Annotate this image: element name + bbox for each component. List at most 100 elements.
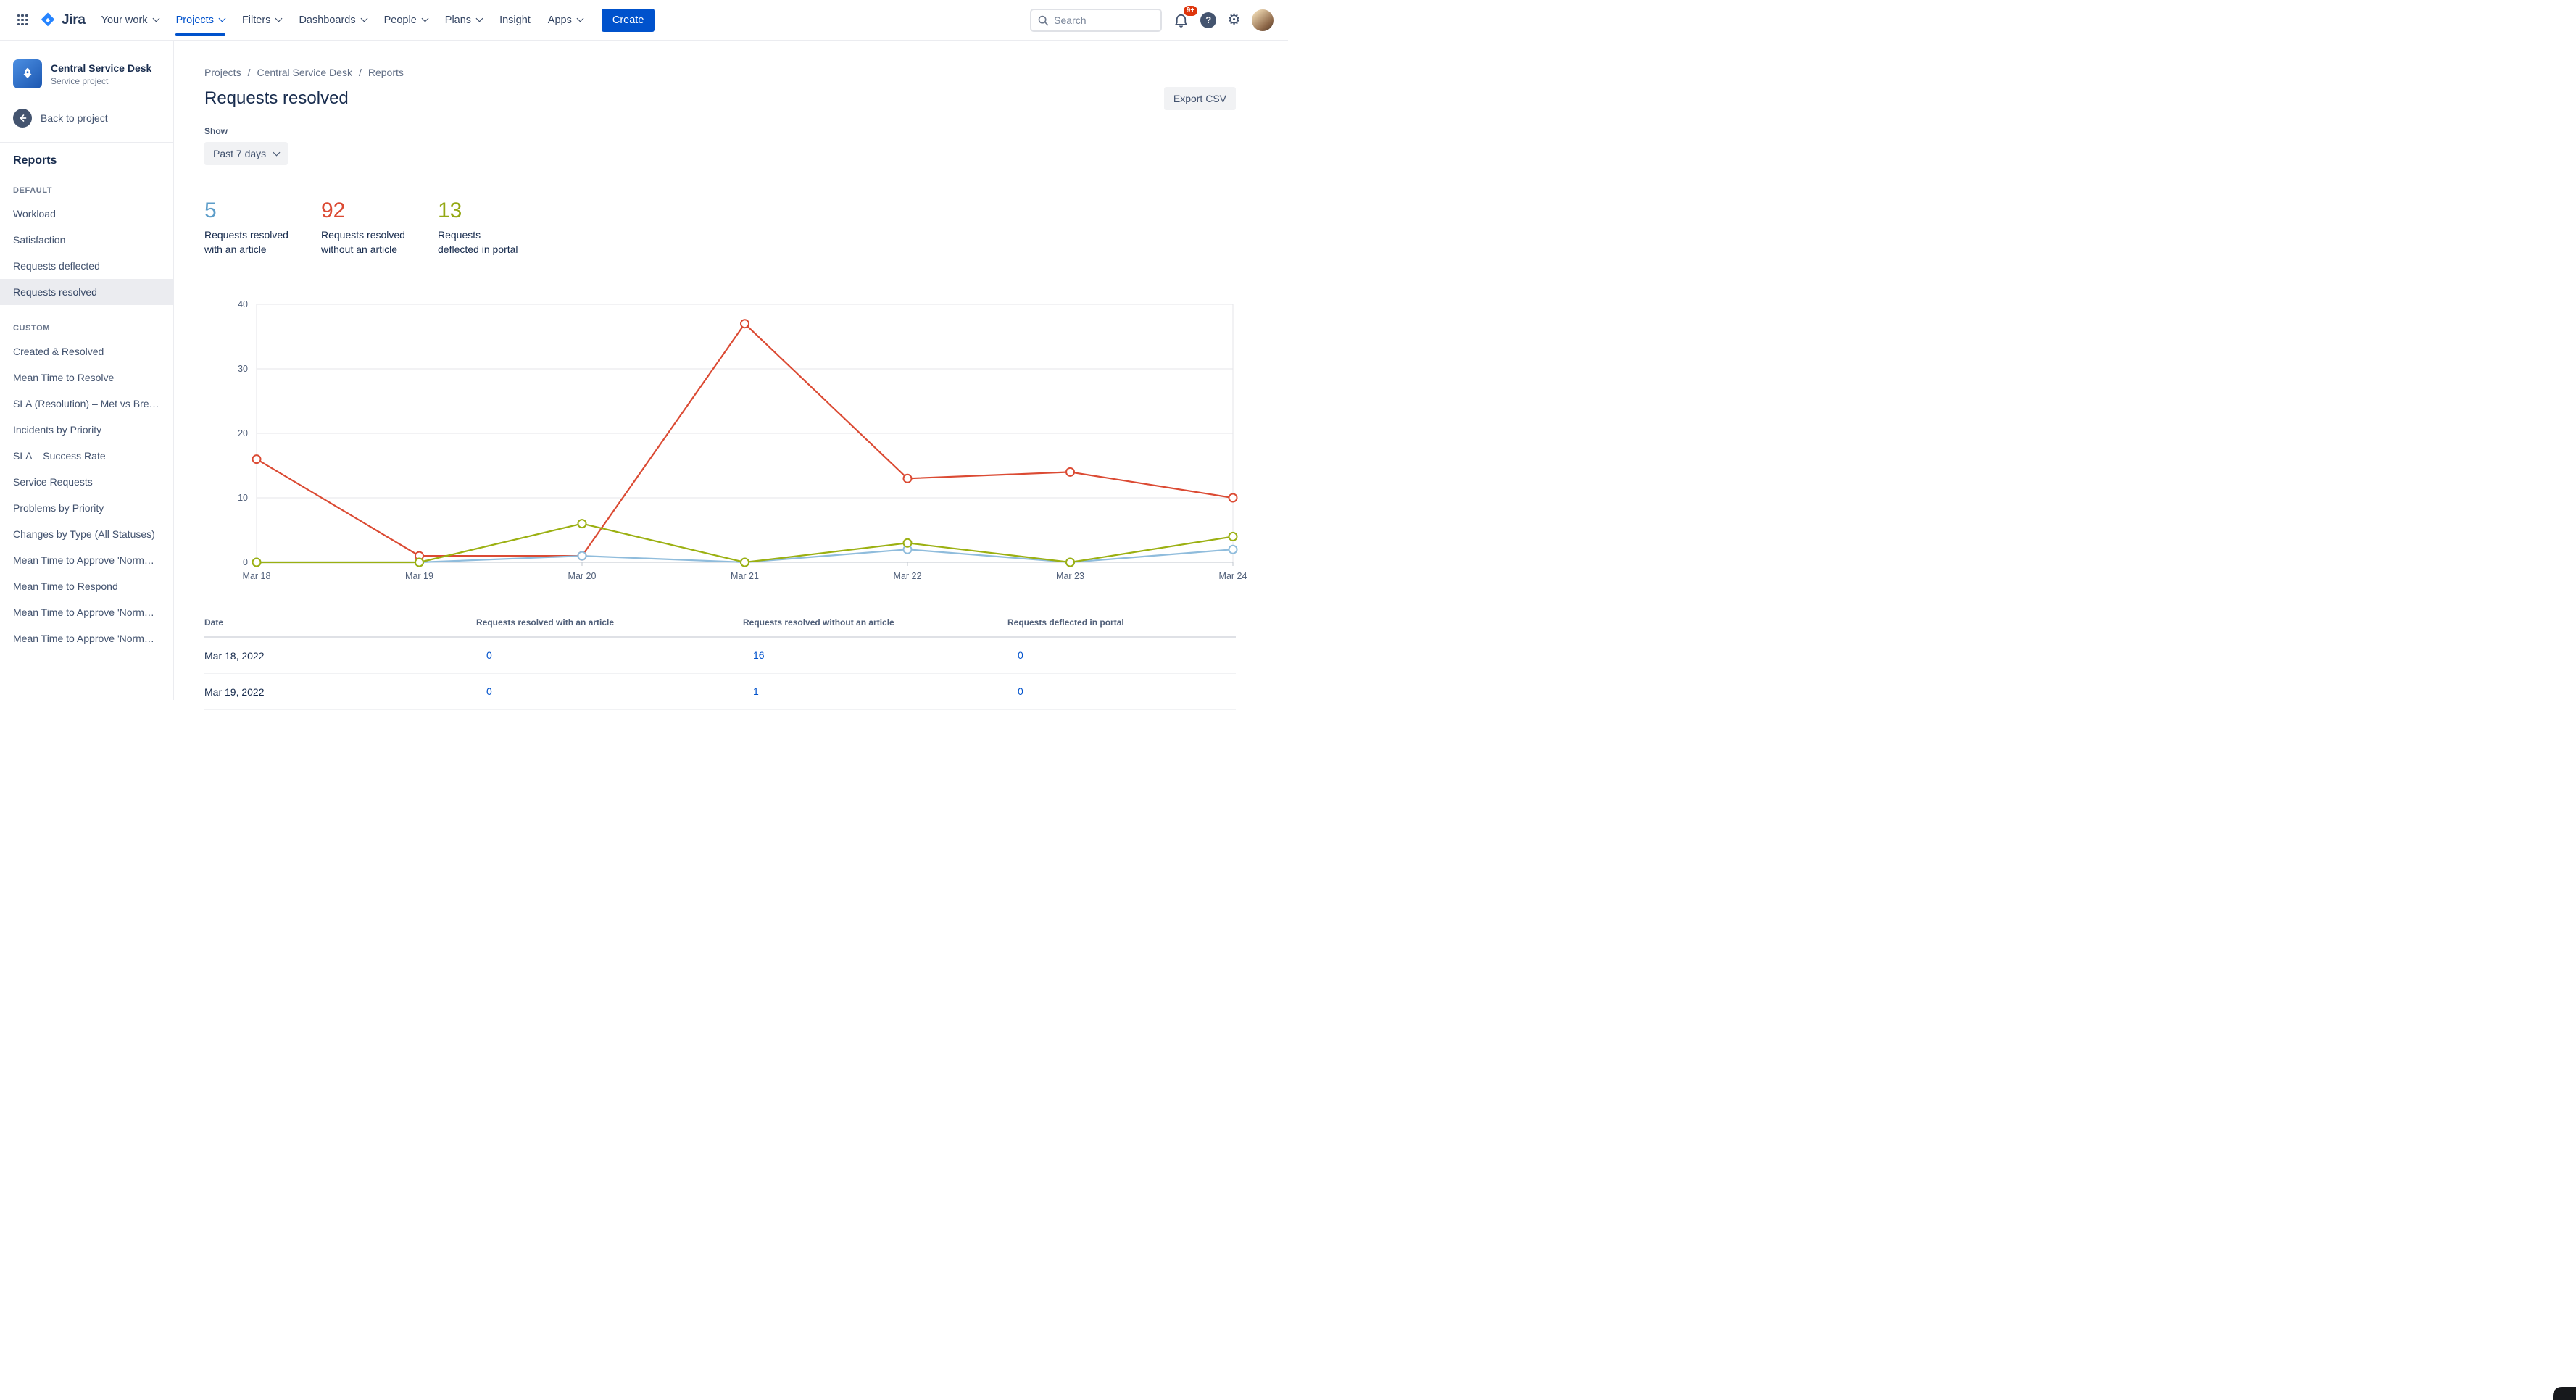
nav-item-apps[interactable]: Apps — [541, 10, 590, 30]
stat-requests-deflected-in-portal: 13 Requests deflected in portal — [438, 199, 554, 257]
x-axis-label: Mar 22 — [894, 571, 922, 581]
sidebar-item-incidents-by-priority[interactable]: Incidents by Priority — [13, 424, 102, 436]
main-content: Projects / Central Service Desk / Reports Re… — [174, 41, 1288, 710]
sidebar-item-mean-time-to-approve-norm[interactable]: Mean Time to Approve 'Norm… — [13, 607, 154, 618]
create-button[interactable]: Create — [601, 8, 655, 32]
period-dropdown[interactable]: Past 7 days — [204, 142, 288, 165]
notifications-button[interactable]: 9+ — [1173, 6, 1198, 28]
back-to-project[interactable]: Back to project — [0, 104, 173, 132]
search-box[interactable] — [1030, 8, 1163, 32]
table-value-link[interactable]: 0 — [486, 649, 492, 661]
table-value-link[interactable]: 16 — [753, 649, 765, 661]
results-table: Date Requests resolved with an article Req… — [204, 609, 1236, 710]
app-switcher-icon[interactable] — [10, 8, 35, 33]
chevron-down-icon — [576, 14, 584, 22]
nav-item-label: People — [383, 14, 417, 26]
sidebar-item-satisfaction[interactable]: Satisfaction — [13, 234, 66, 246]
y-axis-label: 10 — [238, 493, 248, 503]
jira-logo[interactable]: Jira — [35, 12, 94, 29]
chevron-down-icon — [218, 14, 226, 22]
table-cell-value: 0 — [476, 686, 743, 699]
nav-item-your-work[interactable]: Your work — [94, 10, 166, 30]
data-point-requests-deflected-in-portal[interactable] — [740, 557, 749, 567]
chevron-down-icon — [152, 14, 160, 22]
stat-requests-resolved-without-an-article: 92 Requests resolved without an article — [321, 199, 438, 257]
table-header-row: Date Requests resolved with an article Req… — [204, 609, 1236, 638]
data-point-requests-deflected-in-portal[interactable] — [252, 557, 262, 567]
chevron-down-icon — [360, 14, 368, 22]
sidebar-item-workload[interactable]: Workload — [13, 208, 56, 220]
table-header-date: Date — [204, 617, 224, 628]
data-point-requests-deflected-in-portal[interactable] — [902, 538, 913, 548]
data-point-requests-deflected-in-portal[interactable] — [1228, 531, 1238, 541]
table-value-link[interactable]: 0 — [1018, 685, 1023, 697]
project-header: Central Service Desk Service project — [0, 59, 173, 88]
sidebar-item-requests-deflected[interactable]: Requests deflected — [13, 260, 100, 272]
data-point-requests-deflected-in-portal[interactable] — [415, 557, 424, 567]
table-value-link[interactable]: 0 — [1018, 649, 1023, 661]
sidebar-item-changes-by-type-all-statuses[interactable]: Changes by Type (All Statuses) — [13, 528, 155, 540]
nav-item-label: Apps — [547, 14, 572, 26]
data-point-requests-resolved-with-an-article[interactable] — [1228, 544, 1238, 554]
data-point-requests-resolved-without-an-article[interactable] — [1228, 493, 1238, 503]
search-input[interactable] — [1054, 14, 1155, 26]
sidebar-item-service-requests[interactable]: Service Requests — [13, 476, 93, 488]
nav-item-people[interactable]: People — [377, 10, 435, 30]
table-row: Mar 18, 2022 0 16 0 — [204, 638, 1236, 674]
data-point-requests-resolved-without-an-article[interactable] — [252, 454, 262, 464]
sidebar-item-mean-time-to-approve-norm[interactable]: Mean Time to Approve 'Norm… — [13, 633, 154, 644]
breadcrumb-item-central-service-desk[interactable]: Central Service Desk — [257, 67, 352, 78]
sidebar-item-requests-resolved[interactable]: Requests resolved — [0, 279, 173, 305]
nav-item-projects[interactable]: Projects — [169, 10, 232, 36]
gear-icon[interactable]: ⚙ — [1227, 12, 1241, 28]
export-csv-button[interactable]: Export CSV — [1163, 87, 1236, 110]
nav-item-filters[interactable]: Filters — [235, 10, 288, 30]
chevron-down-icon — [475, 14, 483, 22]
table-cell-value: 1 — [743, 686, 1007, 699]
y-axis-label: 20 — [238, 428, 248, 438]
nav-item-dashboards[interactable]: Dashboards — [291, 10, 373, 30]
nav-item-label: Insight — [499, 14, 531, 26]
grid-icon — [17, 14, 28, 25]
stat-label: Requests resolved without an article — [321, 229, 405, 255]
data-point-requests-deflected-in-portal[interactable] — [1065, 557, 1075, 567]
data-point-requests-deflected-in-portal[interactable] — [577, 519, 587, 529]
x-axis-label: Mar 20 — [568, 571, 597, 581]
table-cell-date: Mar 19, 2022 — [204, 686, 265, 698]
sidebar-item-problems-by-priority[interactable]: Problems by Priority — [13, 502, 104, 514]
nav-item-plans[interactable]: Plans — [438, 10, 489, 30]
breadcrumb-item-reports[interactable]: Reports — [367, 67, 404, 78]
data-point-requests-resolved-with-an-article[interactable] — [577, 551, 587, 561]
sidebar-group-heading-default: DEFAULT — [13, 186, 53, 195]
y-axis-label: 30 — [238, 364, 248, 374]
sidebar-item-sla-success-rate[interactable]: SLA – Success Rate — [13, 450, 106, 462]
primary-nav: Your work Projects Filters Dashboards People… — [94, 10, 590, 36]
chevron-down-icon — [421, 14, 429, 22]
sidebar-item-mean-time-to-resolve[interactable]: Mean Time to Resolve — [13, 372, 115, 383]
sidebar-item-mean-time-to-approve-norm[interactable]: Mean Time to Approve 'Norm… — [13, 554, 154, 566]
page-title: Requests resolved — [204, 88, 349, 108]
breadcrumb-item-projects[interactable]: Projects — [204, 67, 241, 78]
sidebar-item-sla-resolution-met-vs-bre[interactable]: SLA (Resolution) – Met vs Bre… — [13, 398, 159, 409]
nav-item-insight[interactable]: Insight — [492, 10, 538, 30]
data-point-requests-resolved-without-an-article[interactable] — [740, 319, 749, 329]
avatar[interactable] — [1252, 9, 1274, 31]
data-point-requests-resolved-without-an-article[interactable] — [902, 473, 913, 483]
y-axis-label: 0 — [243, 557, 248, 567]
stat-requests-resolved-with-an-article: 5 Requests resolved with an article — [204, 199, 321, 257]
project-name: Central Service Desk — [51, 62, 152, 74]
table-value-link[interactable]: 0 — [486, 685, 492, 697]
help-icon[interactable]: ? — [1200, 12, 1217, 28]
table-header-requests-resolved-without-an-article: Requests resolved without an article — [743, 617, 894, 628]
sidebar-item-mean-time-to-respond[interactable]: Mean Time to Respond — [13, 580, 118, 592]
sidebar-group-heading-custom: CUSTOM — [13, 324, 51, 333]
chat-widget-button[interactable] — [2553, 1387, 2576, 1400]
table-value-link[interactable]: 1 — [753, 685, 759, 697]
reports-heading: Reports — [13, 154, 57, 167]
top-navigation: Jira Your work Projects Filters Dashboards P… — [0, 0, 1288, 41]
data-point-requests-resolved-without-an-article[interactable] — [1065, 467, 1075, 477]
back-arrow-icon — [13, 109, 32, 128]
line-chart: 0 10 20 30 40 Mar 18 Mar 19 Mar 20 Mar 21 Mar 22 M… — [238, 299, 1247, 581]
chevron-down-icon — [273, 149, 281, 157]
sidebar-item-created-resolved[interactable]: Created & Resolved — [13, 346, 104, 357]
